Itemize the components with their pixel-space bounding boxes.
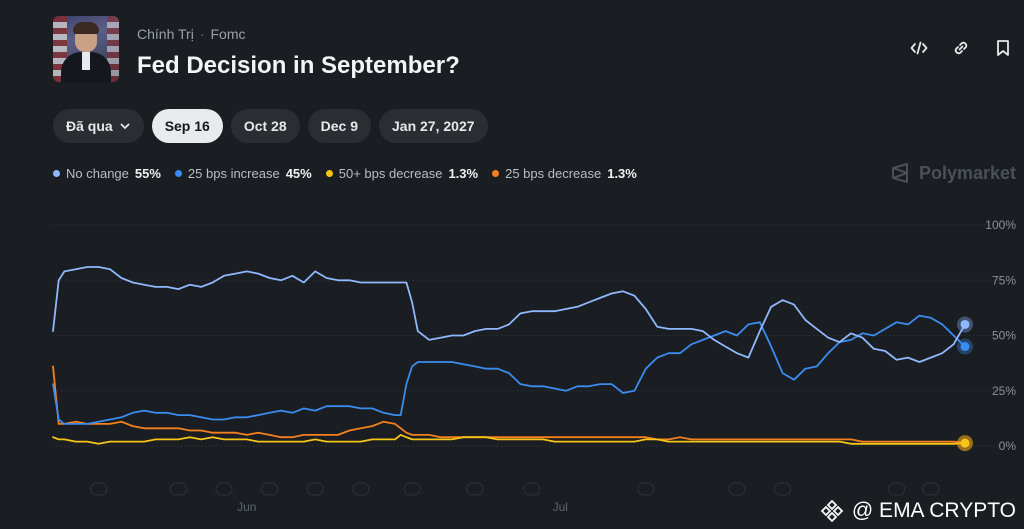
- legend-value: 1.3%: [607, 166, 637, 181]
- timeline-marker: [169, 482, 187, 496]
- timeline-marker: [774, 482, 792, 496]
- tab-past[interactable]: Đã qua: [53, 109, 144, 143]
- legend-label: 50+ bps decrease: [338, 166, 443, 181]
- legend-item-25bps-increase[interactable]: 25 bps increase 45%: [174, 166, 312, 181]
- binance-logo-icon: [820, 499, 844, 523]
- legend-label: No change: [66, 166, 129, 181]
- legend-dot: [492, 170, 500, 177]
- breadcrumb-category[interactable]: Chính Trị: [137, 26, 194, 42]
- series-endpoint: [960, 342, 970, 352]
- legend-dot: [53, 170, 60, 177]
- bookmark-button[interactable]: [993, 38, 1013, 58]
- date-tabs: Đã qua Sep 16 Oct 28 Dec 9 Jan 27, 2027: [53, 109, 488, 143]
- series-line-25-bps-decrease: [52, 365, 966, 444]
- timeline-marker: [637, 482, 655, 496]
- polymarket-logo-icon: [891, 163, 908, 183]
- legend-item-no-change[interactable]: No change 55%: [53, 166, 161, 181]
- timeline-marker: [352, 482, 370, 496]
- legend-label: 25 bps decrease: [505, 166, 602, 181]
- market-thumbnail: [53, 16, 119, 82]
- market-header: Chính Trị · Fomc Fed Decision in September…: [53, 16, 1013, 86]
- chevron-down-icon: [120, 123, 130, 129]
- legend-value: 55%: [134, 166, 161, 181]
- timeline-marker: [728, 482, 746, 496]
- legend-dot: [174, 170, 182, 177]
- y-tick-label: 100%: [985, 218, 1016, 232]
- tab-oct-28[interactable]: Oct 28: [230, 109, 300, 143]
- embed-button[interactable]: [909, 38, 929, 58]
- x-tick-label: Jun: [237, 500, 256, 514]
- timeline-marker: [403, 482, 421, 496]
- breadcrumb-subcategory[interactable]: Fomc: [210, 26, 246, 42]
- legend-item-25bps-decrease[interactable]: 25 bps decrease 1.3%: [492, 166, 637, 181]
- series-line-25-bps-increase: [52, 314, 966, 425]
- timeline-marker: [261, 482, 279, 496]
- legend-dot: [325, 170, 333, 177]
- polymarket-brand: Polymarket: [889, 162, 1016, 184]
- brand-name: Polymarket: [918, 162, 1016, 183]
- y-tick-label: 50%: [992, 329, 1016, 343]
- watermark-text: @ EMA CRYPTO: [851, 499, 1016, 522]
- timeline-marker: [922, 482, 940, 496]
- y-tick-label: 25%: [992, 384, 1016, 398]
- timeline-marker: [523, 482, 541, 496]
- legend-value: 1.3%: [448, 166, 479, 181]
- link-icon: [954, 41, 968, 55]
- timeline-marker: [215, 482, 233, 496]
- legend-item-50bps-decrease[interactable]: 50+ bps decrease 1.3%: [325, 166, 479, 181]
- probability-chart[interactable]: 100% 75% 50% 25% 0% Jun Jul: [0, 200, 1024, 529]
- copy-link-button[interactable]: [951, 38, 971, 58]
- embed-icon: [910, 41, 928, 55]
- chart-legend: No change 55% 25 bps increase 45% 50+ bp…: [53, 166, 637, 181]
- timeline-marker: [90, 482, 108, 496]
- tab-label: Jan 27, 2027: [392, 118, 475, 134]
- legend-label: 25 bps increase: [187, 166, 280, 181]
- tab-label: Dec 9: [320, 118, 358, 134]
- tab-sep-16[interactable]: Sep 16: [151, 109, 223, 143]
- tab-label: Oct 28: [243, 118, 287, 134]
- x-tick-label: Jul: [553, 500, 568, 514]
- y-tick-label: 0%: [999, 439, 1017, 453]
- tab-jan-27-2027[interactable]: Jan 27, 2027: [379, 109, 488, 143]
- series-endpoint: [960, 438, 970, 448]
- watermark: @ EMA CRYPTO: [820, 499, 1016, 523]
- header-actions: [909, 38, 1013, 58]
- series-line-50-bps-decrease: [52, 434, 966, 445]
- series-line-no-change: [52, 266, 966, 363]
- y-tick-label: 75%: [992, 273, 1016, 287]
- bookmark-icon: [997, 40, 1009, 56]
- page-title: Fed Decision in September?: [137, 52, 460, 79]
- timeline-marker: [306, 482, 324, 496]
- timeline-marker: [888, 482, 906, 496]
- breadcrumb: Chính Trị · Fomc: [137, 26, 246, 42]
- legend-value: 45%: [285, 166, 312, 181]
- tab-label: Đã qua: [66, 118, 113, 134]
- tab-label: Sep 16: [164, 118, 210, 134]
- timeline-marker: [466, 482, 484, 496]
- tab-dec-9[interactable]: Dec 9: [307, 109, 371, 143]
- series-endpoint: [960, 319, 970, 329]
